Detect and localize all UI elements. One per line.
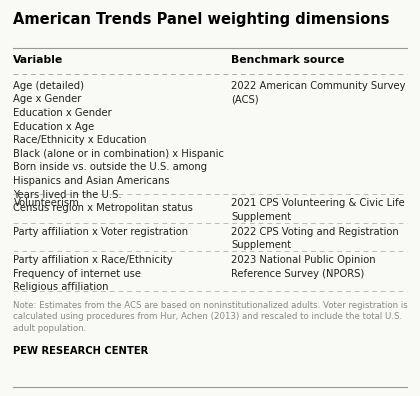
Text: Party affiliation x Voter registration: Party affiliation x Voter registration xyxy=(13,227,189,236)
Text: PEW RESEARCH CENTER: PEW RESEARCH CENTER xyxy=(13,346,149,356)
Text: 2022 American Community Survey
(ACS): 2022 American Community Survey (ACS) xyxy=(231,81,405,105)
Text: Party affiliation x Race/Ethnicity
Frequency of internet use
Religious affiliati: Party affiliation x Race/Ethnicity Frequ… xyxy=(13,255,173,292)
Text: 2022 CPS Voting and Registration
Supplement: 2022 CPS Voting and Registration Supplem… xyxy=(231,227,399,250)
Text: 2021 CPS Volunteering & Civic Life
Supplement: 2021 CPS Volunteering & Civic Life Suppl… xyxy=(231,198,405,222)
Text: American Trends Panel weighting dimensions: American Trends Panel weighting dimensio… xyxy=(13,12,390,27)
Text: Age (detailed)
Age x Gender
Education x Gender
Education x Age
Race/Ethnicity x : Age (detailed) Age x Gender Education x … xyxy=(13,81,224,213)
Text: Note: Estimates from the ACS are based on noninstitutionalized adults. Voter reg: Note: Estimates from the ACS are based o… xyxy=(13,301,408,333)
Text: Variable: Variable xyxy=(13,55,64,65)
Text: Volunteerism: Volunteerism xyxy=(13,198,79,208)
Text: Benchmark source: Benchmark source xyxy=(231,55,344,65)
Text: 2023 National Public Opinion
Reference Survey (NPORS): 2023 National Public Opinion Reference S… xyxy=(231,255,375,279)
